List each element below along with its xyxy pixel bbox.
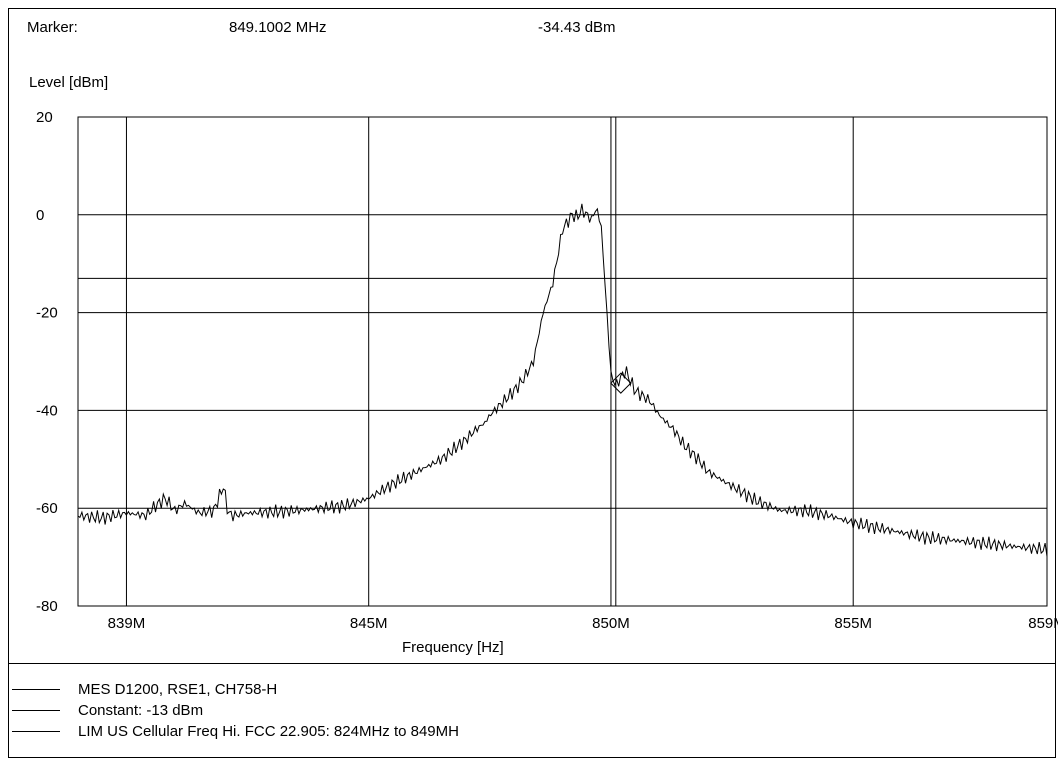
y-tick-label: 0 <box>36 207 44 224</box>
legend-entry-label: LIM US Cellular Freq Hi. FCC 22.905: 824… <box>78 722 459 740</box>
x-axis-label: Frequency [Hz] <box>402 639 504 656</box>
y-tick-label: 20 <box>36 109 53 126</box>
marker-label: Marker: <box>27 19 78 36</box>
series-trace <box>77 203 1048 557</box>
chart-frame <box>8 8 1056 758</box>
x-tick-label: 845M <box>350 615 388 632</box>
x-tick-label: 855M <box>834 615 872 632</box>
y-axis-label: Level [dBm] <box>29 74 109 91</box>
legend-entry-measurement: MES D1200, RSE1, CH758-H <box>12 680 277 698</box>
marker-diamond <box>610 372 632 394</box>
marker-level: -34.43 dBm <box>538 19 616 36</box>
legend-entry-label: MES D1200, RSE1, CH758-H <box>78 680 278 698</box>
legend-line-swatch <box>12 709 60 711</box>
legend-entry-constant: Constant: -13 dBm <box>12 701 203 719</box>
legend-line-swatch <box>12 688 60 690</box>
y-tick-label: -80 <box>36 598 58 615</box>
x-tick-label: 850M <box>592 615 630 632</box>
legend-entry-limit: LIM US Cellular Freq Hi. FCC 22.905: 824… <box>12 722 459 740</box>
marker-frequency: 849.1002 MHz <box>229 19 327 36</box>
x-tick-label: 839M <box>108 615 146 632</box>
y-tick-label: -40 <box>36 402 58 419</box>
y-tick-label: -20 <box>36 305 58 322</box>
legend-line-swatch <box>12 730 60 732</box>
y-tick-label: -60 <box>36 500 58 517</box>
plot-border <box>77 116 1048 607</box>
legend-separator <box>8 663 1056 664</box>
legend-entry-label: Constant: -13 dBm <box>78 701 204 719</box>
